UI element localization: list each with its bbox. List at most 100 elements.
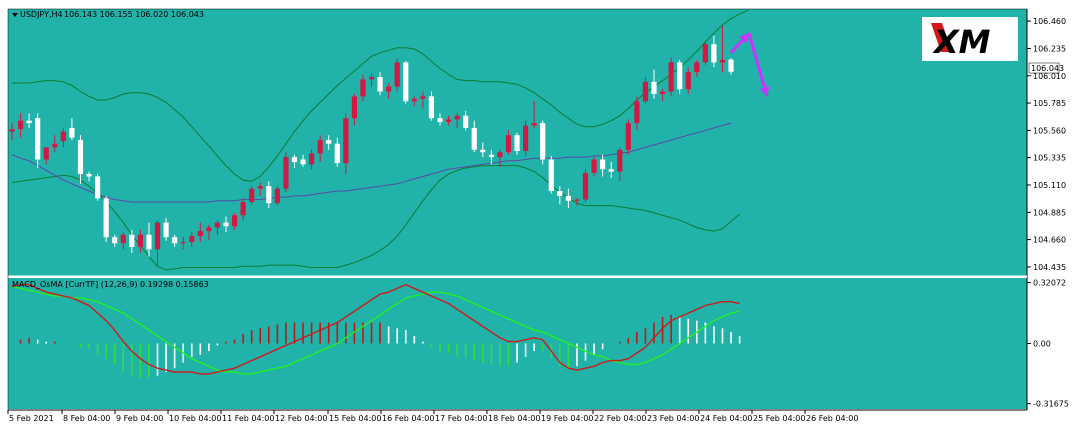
candle-body: [35, 118, 41, 160]
candle-body: [231, 215, 238, 227]
candle-body: [334, 143, 340, 164]
price-tick-label: 104.885: [1033, 208, 1066, 217]
macd-tick-label: 0.00: [1033, 340, 1051, 349]
candle-body: [163, 222, 169, 238]
price-tick-label: 106.235: [1033, 44, 1066, 53]
candle-body: [420, 96, 426, 99]
dropdown-triangle-icon[interactable]: [12, 13, 18, 17]
candle-body: [103, 198, 109, 238]
candle-body: [574, 199, 580, 201]
xm-logo: XM: [922, 17, 1018, 61]
candle-body: [26, 120, 32, 124]
time-tick-label: 8 Feb 04:00: [63, 414, 110, 423]
candle-body: [223, 222, 229, 227]
candle-body: [317, 140, 323, 154]
time-tick-label: 25 Feb 04:00: [753, 414, 805, 423]
candle-body: [582, 172, 589, 200]
trend-arrows: [729, 32, 770, 97]
price-tick-label: 105.785: [1033, 99, 1066, 108]
current-price-marker: 106.043: [1028, 62, 1064, 74]
candle-body: [531, 123, 537, 126]
candle-body: [206, 227, 212, 232]
candle-body: [634, 101, 640, 124]
candle-body: [240, 201, 246, 216]
moving-average-line: [11, 122, 732, 203]
price-tick-label: 106.460: [1033, 17, 1066, 26]
candle-body: [702, 44, 708, 63]
xm-logo-stripe: [931, 23, 952, 52]
time-tick-label: 11 Feb 04:00: [222, 414, 274, 423]
candle-body: [719, 59, 726, 63]
candle-body: [728, 59, 734, 72]
time-tick-label: 15 Feb 04:00: [329, 414, 381, 423]
candle-body: [711, 44, 717, 63]
candle-body: [214, 222, 221, 228]
bollinger-upper-line: [12, 9, 749, 182]
candle-body: [685, 72, 691, 90]
time-tick-label: 9 Feb 04:00: [116, 414, 163, 423]
up-arrow-head: [739, 33, 750, 44]
time-tick-label: 24 Feb 04:00: [700, 414, 752, 423]
candle-body: [129, 234, 135, 247]
candle-body: [677, 62, 683, 90]
candle-body: [505, 135, 512, 153]
candle-body: [488, 154, 494, 158]
xm-logo-text: XM: [932, 23, 991, 61]
candle-body: [608, 169, 614, 172]
time-tick-label: 16 Feb 04:00: [382, 414, 434, 423]
candle-body: [17, 120, 24, 130]
candle-body: [565, 195, 571, 201]
moving-average: [11, 122, 732, 203]
time-tick-label: 22 Feb 04:00: [594, 414, 646, 423]
candle-body: [9, 129, 15, 132]
candle-body: [95, 176, 101, 199]
time-tick-label: 23 Feb 04:00: [647, 414, 699, 423]
candle-body: [548, 159, 554, 192]
down-arrow-shaft: [747, 32, 769, 97]
candle-body: [428, 96, 435, 119]
candle-body: [445, 119, 452, 122]
time-tick-label: 12 Feb 04:00: [275, 414, 327, 423]
candle-body: [659, 91, 666, 94]
price-tick-label: 105.110: [1033, 181, 1066, 190]
candle-body: [154, 222, 161, 250]
candle-body: [300, 159, 306, 165]
candle-body: [69, 127, 75, 138]
candle-body: [600, 159, 606, 170]
candle-body: [514, 135, 520, 151]
candle-body: [497, 152, 503, 158]
time-tick-label: 18 Feb 04:00: [488, 414, 540, 423]
candle-body: [146, 234, 152, 250]
candle-body: [668, 62, 674, 92]
candle-body: [480, 149, 486, 153]
candle-body: [257, 186, 263, 189]
ohlc-values: 106.143 106.155 106.020 106.043: [64, 10, 204, 19]
candle-body: [137, 234, 143, 247]
candle-body: [360, 79, 366, 97]
time-tick-label: 19 Feb 04:00: [541, 414, 593, 423]
down-arrow-head: [759, 86, 770, 97]
symbol-label: USDJPY,H4: [20, 10, 63, 19]
candle-body: [471, 127, 477, 150]
price-tick-label: 104.435: [1033, 263, 1066, 272]
time-tick-label: 10 Feb 04:00: [169, 414, 221, 423]
macd-lines: [11, 283, 740, 375]
candle-body: [642, 81, 649, 102]
candle-body: [197, 231, 203, 236]
price-tick-label: 104.660: [1033, 236, 1066, 245]
price-tick-label: 105.560: [1033, 126, 1066, 135]
candle-body: [86, 174, 92, 177]
candle-body: [454, 115, 460, 120]
candle-body: [52, 143, 58, 148]
candle-body: [274, 188, 280, 204]
candle-body: [625, 123, 631, 150]
candle-body: [326, 140, 332, 144]
candle-body: [557, 191, 563, 196]
price-tick-label: 106.010: [1033, 72, 1066, 81]
price-axis-ticks: 106.460 106.235 106.010 105.785 105.560 105.3…: [1027, 17, 1066, 272]
candle-body: [309, 153, 315, 165]
candle-body: [403, 62, 409, 102]
candle-body: [386, 86, 392, 92]
time-tick-label: 17 Feb 04:00: [435, 414, 487, 423]
